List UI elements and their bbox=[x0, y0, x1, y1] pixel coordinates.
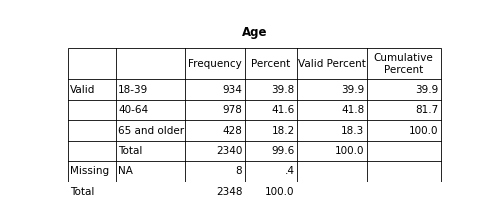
Text: 978: 978 bbox=[222, 105, 243, 115]
Text: 41.6: 41.6 bbox=[271, 105, 295, 115]
Text: 39.8: 39.8 bbox=[271, 85, 295, 95]
Text: Total: Total bbox=[118, 146, 142, 156]
Text: 100.0: 100.0 bbox=[265, 187, 295, 197]
Text: 428: 428 bbox=[222, 125, 243, 135]
Text: 8: 8 bbox=[236, 166, 243, 176]
Text: 65 and older: 65 and older bbox=[118, 125, 184, 135]
Text: 100.0: 100.0 bbox=[335, 146, 364, 156]
Text: 39.9: 39.9 bbox=[415, 85, 438, 95]
Text: 41.8: 41.8 bbox=[341, 105, 364, 115]
Text: 40-64: 40-64 bbox=[118, 105, 148, 115]
Text: Valid: Valid bbox=[70, 85, 95, 95]
Text: Valid Percent: Valid Percent bbox=[298, 59, 366, 69]
Text: 2340: 2340 bbox=[216, 146, 243, 156]
Text: 18-39: 18-39 bbox=[118, 85, 148, 95]
Text: 39.9: 39.9 bbox=[341, 85, 364, 95]
Text: .4: .4 bbox=[285, 166, 295, 176]
Text: 934: 934 bbox=[222, 85, 243, 95]
Text: 18.2: 18.2 bbox=[271, 125, 295, 135]
Text: Percent: Percent bbox=[251, 59, 290, 69]
Text: 18.3: 18.3 bbox=[341, 125, 364, 135]
Text: Frequency: Frequency bbox=[188, 59, 242, 69]
Text: 81.7: 81.7 bbox=[415, 105, 438, 115]
Text: Cumulative
Percent: Cumulative Percent bbox=[373, 53, 434, 74]
Text: Missing: Missing bbox=[70, 166, 109, 176]
Text: Age: Age bbox=[242, 26, 267, 39]
Text: 99.6: 99.6 bbox=[271, 146, 295, 156]
Text: NA: NA bbox=[118, 166, 133, 176]
Text: Total: Total bbox=[70, 187, 94, 197]
Text: 100.0: 100.0 bbox=[409, 125, 438, 135]
Text: 2348: 2348 bbox=[216, 187, 243, 197]
